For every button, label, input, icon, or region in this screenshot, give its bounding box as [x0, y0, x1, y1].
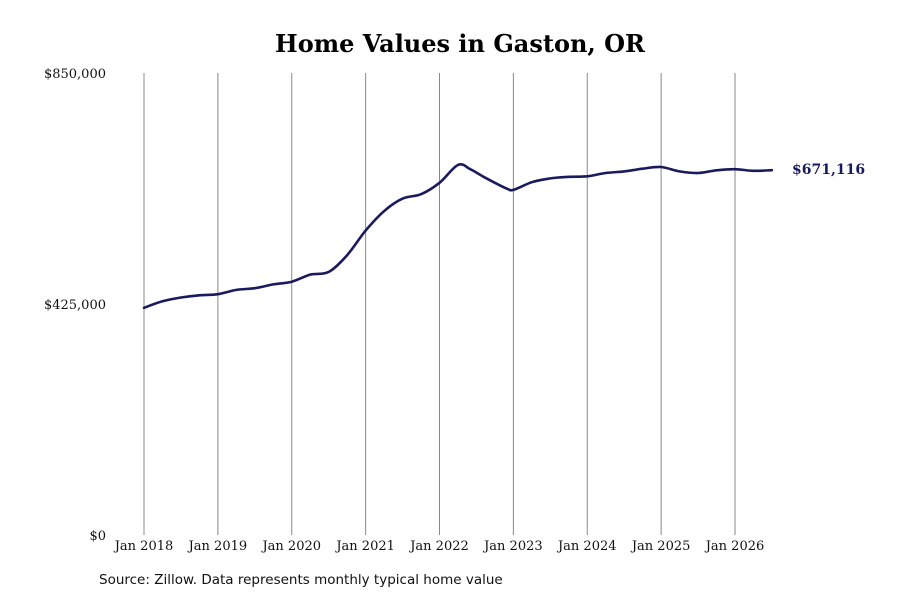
data-points — [143, 164, 773, 309]
y-tick-label: $425,000 — [44, 298, 106, 313]
x-axis-ticks: Jan 2018 Jan 2019 Jan 2020 Jan 2021 Jan 2022… — [113, 539, 765, 554]
x-tick-label: Jan 2024 — [556, 539, 617, 554]
x-tick-label: Jan 2026 — [704, 539, 765, 554]
x-tick-label: Jan 2022 — [408, 539, 469, 554]
x-tick-label: Jan 2023 — [482, 539, 543, 554]
end-value-label: $671,116 — [792, 162, 865, 178]
x-tick-label: Jan 2020 — [260, 539, 321, 554]
grid-layer — [143, 73, 736, 535]
x-tick-label: Jan 2019 — [187, 539, 248, 554]
y-axis-ticks: $850,000 $425,000 $0 — [44, 67, 106, 544]
x-tick-label: Jan 2025 — [630, 539, 691, 554]
y-tick-label: $0 — [89, 529, 106, 544]
x-tick-label: Jan 2018 — [113, 539, 174, 554]
source-note: Source: Zillow. Data represents monthly … — [99, 572, 503, 588]
series-line — [142, 163, 774, 310]
x-tick-label: Jan 2021 — [334, 539, 395, 554]
chart-title: Home Values in Gaston, OR — [275, 29, 646, 58]
y-tick-label: $850,000 — [44, 67, 106, 82]
